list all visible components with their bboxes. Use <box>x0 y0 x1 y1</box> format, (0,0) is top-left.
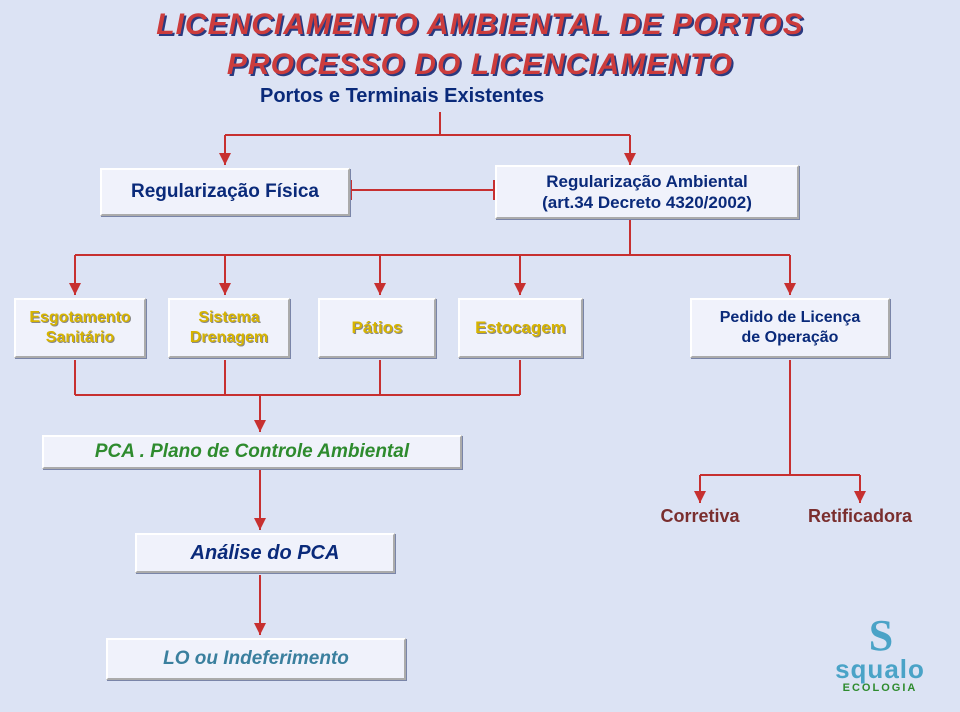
box-esgotamento-sanitario: EsgotamentoSanitário <box>14 298 146 358</box>
box-patios: Pátios <box>318 298 436 358</box>
box-analise-pca: Análise do PCA <box>135 533 395 573</box>
subtitle: Portos e Terminais Existentes <box>260 85 544 108</box>
main-title-line2: PROCESSO DO LICENCIAMENTO <box>0 48 960 82</box>
logo-squalo: S squalo ECOLOGIA <box>820 616 940 694</box>
box-sistema-drenagem: SistemaDrenagem <box>168 298 290 358</box>
main-title-line1: LICENCIAMENTO AMBIENTAL DE PORTOS <box>0 8 960 42</box>
logo-symbol-icon: S <box>820 616 940 656</box>
box-regularizacao-ambiental: Regularização Ambiental (art.34 Decreto … <box>495 165 799 219</box>
box-regularizacao-fisica: Regularização Física <box>100 168 350 216</box>
label-retificadora: Retificadora <box>790 506 930 527</box>
box-estocagem: Estocagem <box>458 298 583 358</box>
box-lo-indeferimento: LO ou Indeferimento <box>106 638 406 680</box>
box-pedido-licenca: Pedido de Licençade Operação <box>690 298 890 358</box>
logo-brand: squalo <box>820 656 940 682</box>
label-corretiva: Corretiva <box>640 506 760 527</box>
box-pca: PCA . Plano de Controle Ambiental <box>42 435 462 469</box>
